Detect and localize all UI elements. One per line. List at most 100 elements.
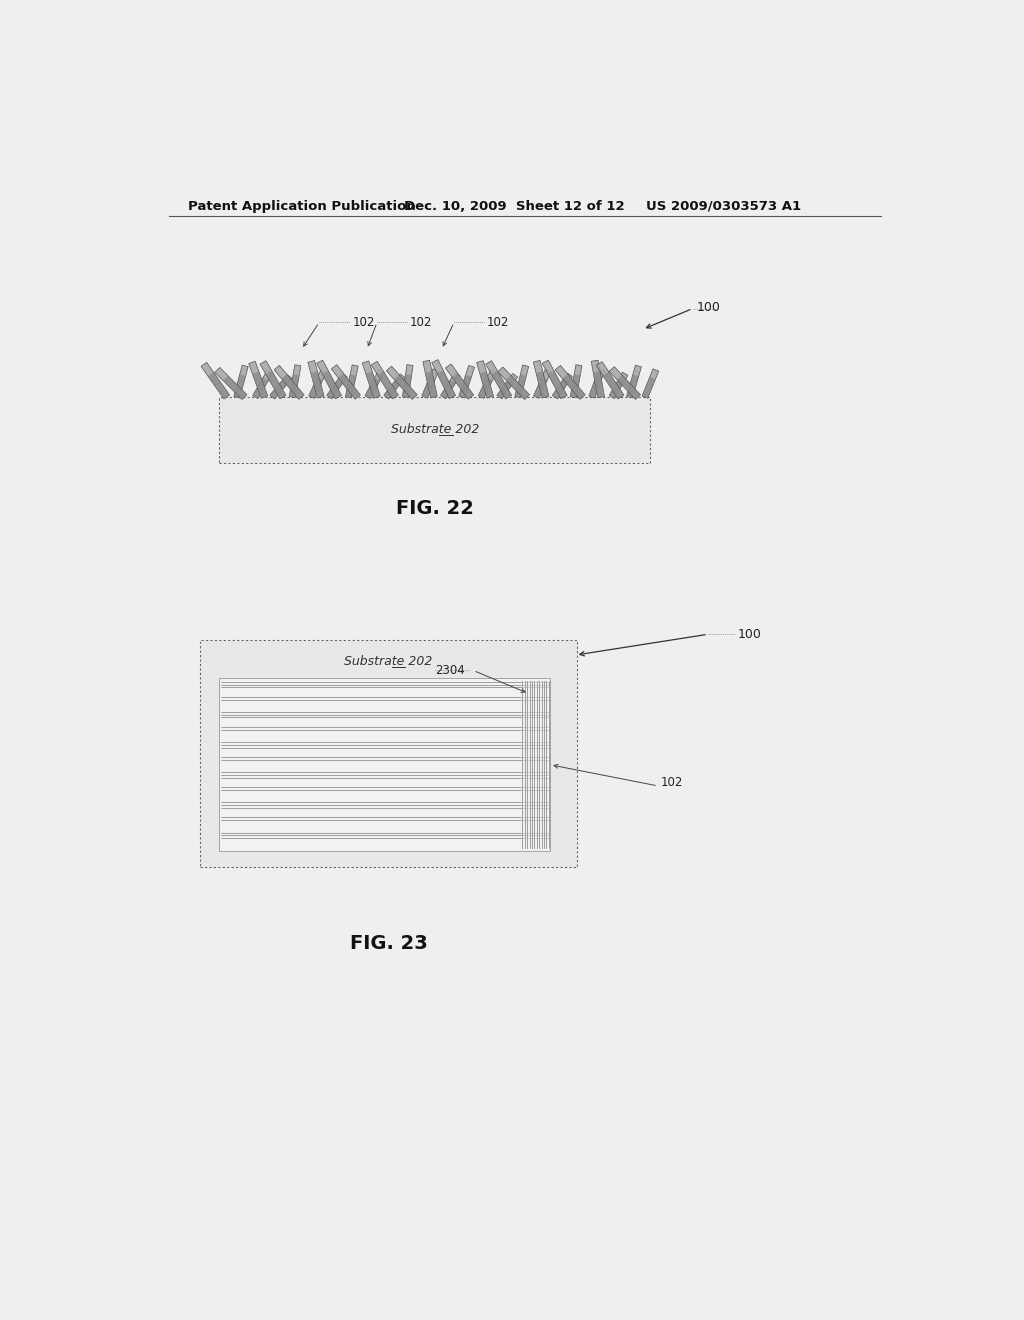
Polygon shape	[378, 371, 398, 399]
Polygon shape	[497, 380, 513, 399]
Polygon shape	[609, 372, 628, 399]
Polygon shape	[642, 378, 655, 399]
Polygon shape	[589, 368, 605, 399]
Polygon shape	[445, 364, 474, 399]
Polygon shape	[432, 359, 456, 399]
Bar	[219, 678, 550, 851]
Polygon shape	[627, 375, 639, 397]
Polygon shape	[282, 375, 304, 400]
Polygon shape	[536, 371, 549, 397]
Polygon shape	[498, 367, 529, 400]
Polygon shape	[338, 374, 360, 399]
Polygon shape	[327, 374, 347, 399]
Polygon shape	[345, 364, 358, 397]
Polygon shape	[402, 375, 412, 397]
Polygon shape	[459, 375, 472, 399]
Polygon shape	[609, 367, 641, 400]
Polygon shape	[506, 375, 529, 400]
Bar	[200, 640, 578, 867]
Text: 100: 100	[737, 628, 761, 640]
Text: 2304: 2304	[435, 664, 465, 677]
Text: Patent Application Publication: Patent Application Publication	[188, 199, 416, 213]
Polygon shape	[365, 370, 384, 399]
Polygon shape	[308, 360, 325, 399]
Polygon shape	[289, 375, 299, 397]
Polygon shape	[543, 360, 567, 399]
Polygon shape	[555, 366, 585, 400]
Polygon shape	[422, 368, 438, 399]
Text: 102: 102	[660, 776, 683, 788]
Text: 102: 102	[487, 315, 510, 329]
Polygon shape	[534, 370, 551, 399]
Polygon shape	[627, 366, 641, 397]
Polygon shape	[479, 371, 494, 399]
Polygon shape	[249, 362, 268, 399]
Polygon shape	[215, 367, 247, 400]
Polygon shape	[440, 372, 460, 399]
Polygon shape	[289, 364, 301, 397]
Polygon shape	[492, 371, 512, 399]
Polygon shape	[372, 362, 398, 399]
Polygon shape	[591, 360, 604, 397]
Polygon shape	[603, 372, 624, 399]
Polygon shape	[233, 366, 248, 397]
Polygon shape	[453, 374, 474, 399]
Polygon shape	[266, 371, 286, 399]
Polygon shape	[384, 380, 400, 399]
Polygon shape	[534, 378, 548, 399]
Polygon shape	[552, 374, 572, 399]
Polygon shape	[365, 378, 380, 399]
Polygon shape	[534, 360, 549, 397]
Polygon shape	[570, 364, 582, 397]
Polygon shape	[270, 380, 287, 399]
Polygon shape	[476, 360, 494, 399]
Polygon shape	[459, 366, 474, 399]
Polygon shape	[323, 371, 342, 399]
Polygon shape	[253, 370, 272, 399]
Polygon shape	[253, 378, 268, 399]
Polygon shape	[208, 372, 229, 399]
Polygon shape	[422, 378, 435, 399]
Polygon shape	[386, 366, 417, 400]
Polygon shape	[548, 371, 567, 399]
Polygon shape	[552, 380, 568, 399]
Bar	[219, 397, 650, 462]
Polygon shape	[589, 376, 602, 399]
Polygon shape	[423, 360, 437, 397]
Polygon shape	[233, 375, 246, 397]
Text: Substrate 202: Substrate 202	[390, 424, 479, 437]
Polygon shape	[596, 362, 624, 399]
Polygon shape	[394, 375, 417, 400]
Polygon shape	[332, 364, 360, 399]
Polygon shape	[562, 375, 585, 400]
Polygon shape	[316, 360, 342, 399]
Polygon shape	[223, 376, 247, 400]
Polygon shape	[253, 372, 268, 399]
Polygon shape	[308, 370, 327, 399]
Polygon shape	[515, 375, 526, 397]
Text: Substrate 202: Substrate 202	[344, 655, 433, 668]
Polygon shape	[617, 375, 641, 400]
Polygon shape	[440, 379, 456, 399]
Polygon shape	[478, 378, 493, 399]
Polygon shape	[366, 371, 380, 399]
Text: FIG. 23: FIG. 23	[349, 935, 427, 953]
Polygon shape	[402, 364, 413, 397]
Polygon shape	[345, 375, 356, 397]
Polygon shape	[327, 380, 343, 399]
Polygon shape	[308, 378, 323, 399]
Polygon shape	[260, 360, 286, 399]
Polygon shape	[570, 375, 581, 397]
Polygon shape	[642, 368, 658, 399]
Polygon shape	[362, 360, 380, 399]
Polygon shape	[515, 364, 528, 397]
Polygon shape	[274, 366, 304, 400]
Text: Dec. 10, 2009  Sheet 12 of 12: Dec. 10, 2009 Sheet 12 of 12	[403, 199, 625, 213]
Polygon shape	[593, 371, 604, 397]
Polygon shape	[201, 362, 229, 399]
Polygon shape	[384, 374, 406, 399]
Text: 100: 100	[696, 301, 721, 314]
Polygon shape	[437, 371, 456, 399]
Polygon shape	[478, 370, 497, 399]
Polygon shape	[425, 371, 437, 397]
